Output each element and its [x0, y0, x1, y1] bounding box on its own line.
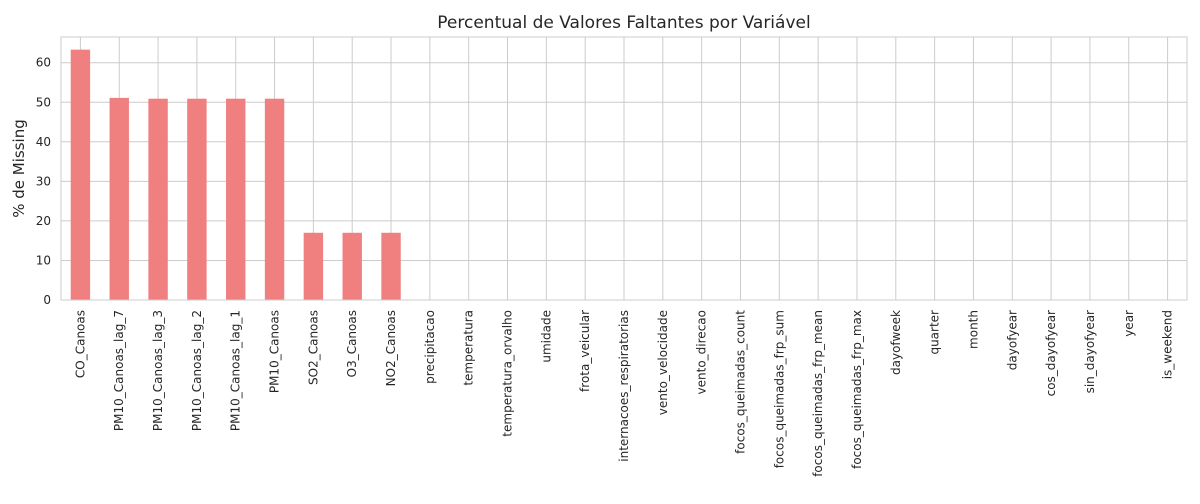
x-tick-label: frota_veicular	[578, 310, 592, 392]
y-tick-label: 60	[36, 56, 51, 70]
x-tick-label: NO2_Canoas	[384, 310, 398, 386]
bar-pm10-canoas	[264, 98, 285, 300]
y-tick-label: 50	[36, 95, 51, 109]
bar-no2-canoas	[381, 232, 401, 300]
bar-o3-canoas	[342, 232, 362, 300]
x-tick-label: internacoes_respiratorias	[617, 310, 631, 462]
bar-pm10-canoas-lag-2	[187, 98, 207, 300]
bar-pm10-canoas-lag-3	[148, 98, 168, 300]
bars	[70, 49, 401, 300]
x-tick-label: month	[966, 310, 980, 349]
x-tick-label: focos_queimadas_frp_max	[850, 310, 864, 469]
x-tick-label: umidade	[539, 310, 553, 363]
x-tick-label: focos_queimadas_count	[733, 310, 747, 454]
x-tick-label: O3_Canoas	[345, 310, 359, 377]
x-tick-label: dayofyear	[1005, 310, 1019, 370]
x-tick-label: is_weekend	[1161, 310, 1175, 379]
x-tick-label: cos_dayofyear	[1044, 310, 1058, 396]
y-axis-title: % de Missing	[10, 119, 28, 217]
x-tick-label: quarter	[928, 310, 942, 355]
x-tick-label: focos_queimadas_frp_mean	[811, 310, 825, 477]
x-tick-label: PM10_Canoas_lag_1	[229, 310, 243, 431]
x-tick-label: PM10_Canoas_lag_2	[190, 310, 204, 431]
axes-frame	[60, 36, 1188, 301]
x-tick-label: vento_velocidade	[656, 310, 670, 415]
x-tick-label: focos_queimadas_frp_sum	[772, 310, 786, 468]
x-tick-label: CO_Canoas	[73, 310, 87, 378]
x-tick-labels: CO_Canoas PM10_Canoas_lag_7 PM10_Canoas_la…	[73, 310, 1174, 477]
y-tick-labels: 0 10 20 30 40 50 60	[36, 56, 51, 307]
bar-pm10-canoas-lag-1	[226, 98, 246, 300]
x-tick-label: vento_direcao	[695, 310, 709, 394]
y-tick-label: 30	[36, 174, 51, 188]
y-tick-label: 20	[36, 214, 51, 228]
x-tick-label: year	[1122, 310, 1136, 337]
bar-pm10-canoas-lag-7	[109, 97, 129, 300]
y-tick-label: 10	[36, 253, 51, 267]
x-tick-label: PM10_Canoas_lag_3	[151, 310, 165, 431]
x-tick-label: PM10_Canoas_lag_7	[112, 310, 126, 431]
x-tick-label: PM10_Canoas	[268, 310, 282, 393]
x-tick-label: SO2_Canoas	[306, 310, 320, 385]
x-tick-label: dayofweek	[889, 310, 903, 375]
chart-title: Percentual de Valores Faltantes por Vari…	[437, 13, 810, 33]
y-tick-label: 0	[43, 293, 51, 307]
bar-co-canoas	[70, 49, 91, 300]
x-tick-label: sin_dayofyear	[1083, 310, 1097, 393]
x-tick-label: precipitacao	[423, 310, 437, 384]
x-tick-label: temperatura	[462, 310, 476, 386]
x-tick-label: temperatura_orvalho	[501, 310, 515, 437]
y-tick-label: 40	[36, 135, 51, 149]
bar-so2-canoas	[303, 232, 324, 300]
